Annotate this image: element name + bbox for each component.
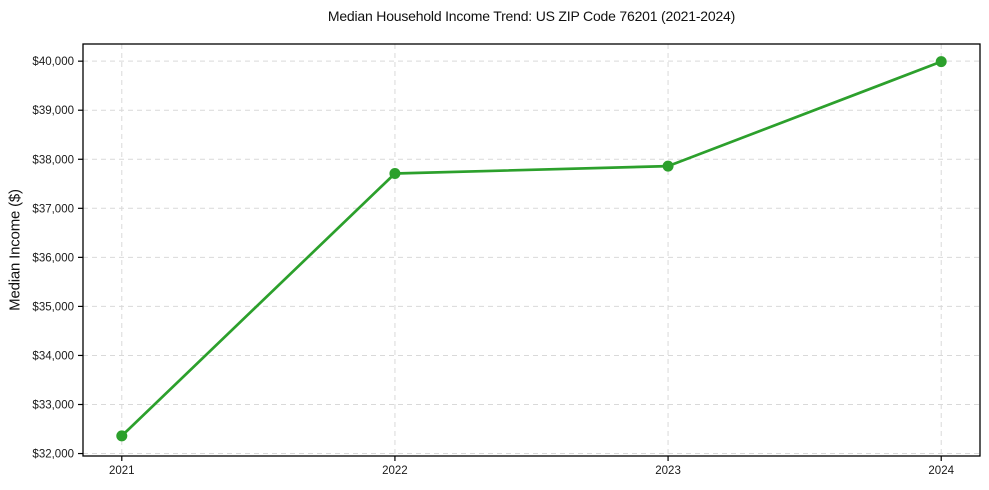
- y-tick-label: $33,000: [32, 400, 74, 412]
- data-point: [935, 56, 947, 68]
- y-tick-label: $32,000: [32, 449, 74, 461]
- x-tick-label: 2024: [928, 465, 954, 477]
- x-tick-label: 2022: [382, 465, 408, 477]
- trend-line: [120, 60, 943, 438]
- y-axis-label: Median Income ($): [6, 189, 24, 311]
- y-tick-label: $35,000: [32, 301, 74, 313]
- y-tick-label: $34,000: [32, 350, 74, 362]
- y-tick-label: $39,000: [32, 105, 74, 117]
- y-tick-label: $37,000: [32, 203, 74, 215]
- x-tick-label: 2021: [109, 465, 135, 477]
- data-point: [389, 167, 401, 179]
- y-tick-label: $36,000: [32, 252, 74, 264]
- y-tick-label: $40,000: [32, 56, 74, 68]
- x-tick-label: 2023: [655, 465, 681, 477]
- data-point: [662, 160, 674, 172]
- y-tick-label: $38,000: [32, 154, 74, 166]
- chart-title: Median Household Income Trend: US ZIP Co…: [327, 8, 736, 24]
- plot-frame: [82, 43, 981, 457]
- data-point: [116, 430, 128, 442]
